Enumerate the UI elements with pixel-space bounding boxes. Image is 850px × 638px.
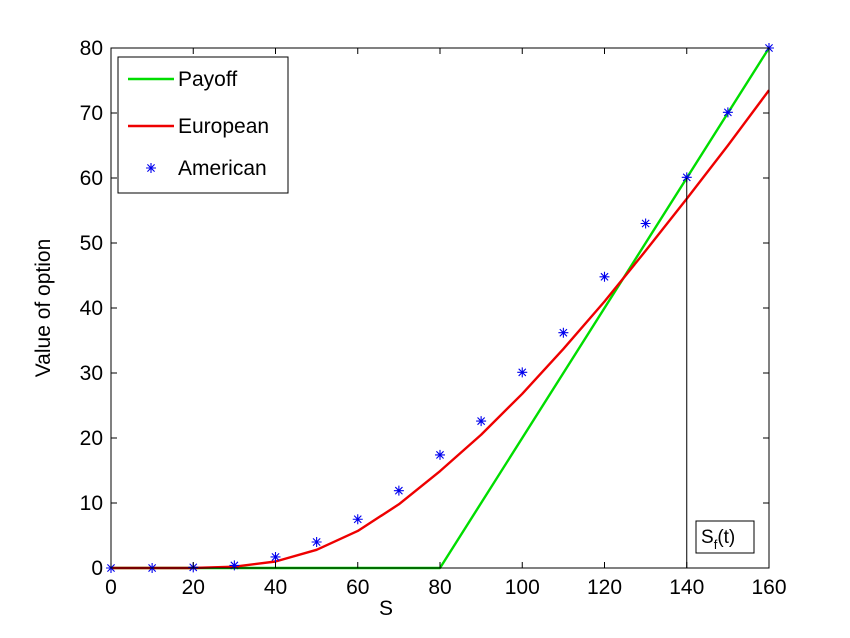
free-boundary-label-box	[695, 520, 755, 554]
free-boundary-label-main: S	[701, 527, 714, 548]
marker-american-5	[311, 537, 322, 547]
marker-american-5-shape	[311, 537, 322, 547]
marker-american-6	[352, 514, 363, 525]
x-tick-label-160: 160	[751, 576, 786, 599]
axis-layer: 0 20 40 60 80 100 120 140 160 0 10 20 30 40 50 60 70 80	[80, 37, 787, 599]
y-tick-label-80: 80	[80, 37, 103, 60]
legend-label-american: American	[178, 157, 267, 180]
x-axis-title: S	[379, 597, 393, 620]
marker-american-7-shape	[393, 485, 404, 496]
marker-american-13	[640, 218, 651, 229]
y-tick-label-30: 30	[80, 362, 103, 385]
marker-american-14-shape	[681, 172, 692, 183]
marker-american-8-shape	[435, 449, 445, 460]
marker-american-9	[476, 416, 487, 427]
y-axis-title: Value of option	[32, 239, 55, 378]
marker-american-11-shape	[558, 327, 569, 338]
free-boundary-label-sub: f	[714, 537, 718, 552]
legend-swatch-american	[146, 163, 156, 173]
marker-american-6-shape	[352, 514, 363, 525]
series-line-european	[111, 89, 770, 570]
marker-american-12-shape	[599, 271, 610, 282]
legend-label-payoff: Payoff	[178, 68, 237, 91]
marker-american-15	[722, 107, 733, 118]
x-tick-label-0: 0	[105, 576, 117, 599]
marker-american-7	[393, 485, 404, 496]
x-tick-label-80: 80	[428, 576, 451, 599]
x-tick-label-120: 120	[587, 576, 622, 599]
y-tick-label-40: 40	[80, 297, 103, 320]
marker-american-10-shape	[517, 367, 528, 378]
x-tick-label-100: 100	[505, 576, 540, 599]
marker-american-3	[229, 560, 240, 571]
legend-swatch-american-shape	[146, 163, 156, 173]
marker-american-10	[517, 367, 528, 378]
legend-label-european: European	[178, 115, 269, 138]
free-boundary-label: Sf(t)	[701, 527, 735, 552]
y-tick-label-50: 50	[80, 232, 103, 255]
y-tick-label-10: 10	[80, 492, 103, 515]
y-tick-label-70: 70	[80, 102, 103, 125]
marker-american-13-shape	[640, 218, 651, 229]
legend: Payoff European American	[117, 56, 289, 194]
marker-american-15-shape	[722, 107, 733, 118]
marker-american-4	[270, 551, 281, 562]
marker-american-8	[435, 449, 445, 460]
x-tick-label-20: 20	[182, 576, 205, 599]
annotation-layer: Sf(t)	[686, 178, 755, 568]
marker-american-4-shape	[270, 551, 281, 562]
marker-american-9-shape	[476, 416, 487, 427]
marker-american-12	[599, 271, 610, 282]
x-tick-label-140: 140	[669, 576, 704, 599]
marker-american-3-shape	[229, 560, 240, 571]
marker-american-11	[558, 327, 569, 338]
marker-american-14	[681, 172, 692, 183]
x-tick-label-40: 40	[264, 576, 287, 599]
free-boundary-label-suffix: (t)	[717, 527, 735, 548]
y-tick-label-20: 20	[80, 427, 103, 450]
y-tick-label-60: 60	[80, 167, 103, 190]
x-tick-label-60: 60	[346, 576, 369, 599]
y-tick-label-0: 0	[91, 557, 103, 580]
